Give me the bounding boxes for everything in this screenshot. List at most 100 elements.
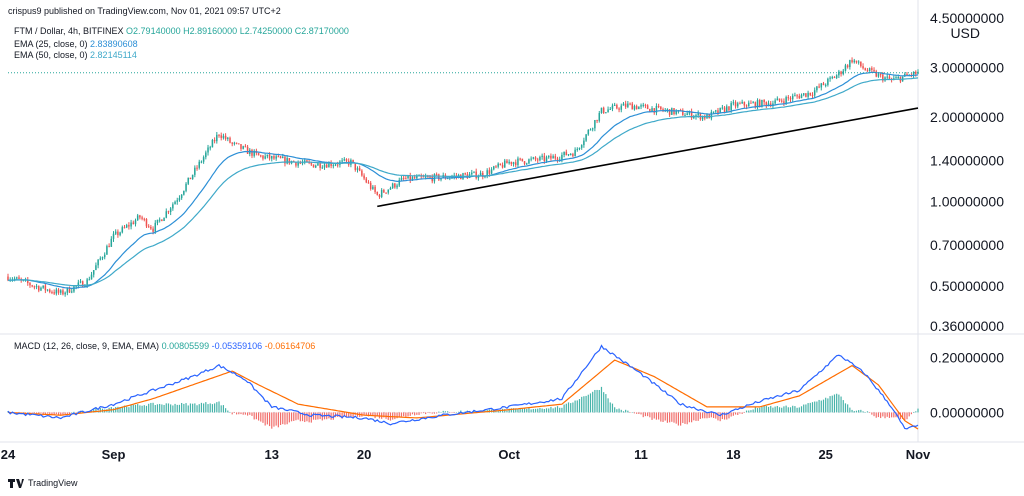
candle-body — [767, 103, 770, 106]
candle-body — [422, 176, 425, 178]
candle-body — [108, 246, 110, 248]
candle-body — [183, 190, 185, 195]
macd-histogram-bar — [559, 407, 561, 413]
candle-body — [77, 282, 80, 286]
macd-histogram-bar — [275, 412, 277, 426]
macd-histogram-bar — [376, 412, 378, 417]
macd-histogram-bar — [910, 412, 913, 415]
candle-body — [222, 135, 225, 138]
candle-body — [609, 108, 612, 110]
macd-histogram-bar — [405, 412, 407, 417]
macd-histogram-bar — [231, 412, 233, 415]
macd-histogram-bar — [862, 411, 864, 413]
price-tick-label: 0.36000000 — [930, 318, 1004, 334]
macd-histogram-bar — [192, 403, 194, 413]
macd-histogram-bar — [260, 412, 262, 422]
macd-histogram-bar — [301, 412, 304, 422]
candle-body — [299, 162, 302, 164]
macd-histogram-bar — [519, 408, 521, 413]
candle-body — [99, 258, 102, 260]
macd-histogram-bar — [792, 405, 794, 413]
candle-body — [279, 156, 282, 159]
macd-histogram-bar — [603, 392, 605, 413]
macd-histogram-bar — [884, 412, 886, 419]
macd-histogram-bar — [763, 405, 765, 413]
macd-histogram-bar — [420, 412, 422, 414]
candle-body — [275, 156, 277, 159]
macd-histogram-bar — [218, 401, 220, 413]
candle-body — [150, 226, 152, 229]
candle-body — [789, 98, 792, 100]
candle-body — [260, 155, 262, 157]
macd-histogram-bar — [842, 400, 844, 413]
macd-histogram-bar — [741, 412, 743, 414]
macd-histogram-bar — [778, 407, 781, 413]
macd-histogram-bar — [913, 412, 915, 413]
candle-body — [145, 219, 148, 227]
candle-body — [143, 218, 146, 220]
macd-histogram-bar — [493, 411, 495, 413]
candle-body — [411, 177, 414, 181]
candle-body — [407, 175, 409, 179]
candle-body — [633, 106, 636, 110]
candle-body — [343, 159, 346, 161]
candle-body — [361, 170, 363, 176]
macd-histogram-bar — [743, 412, 745, 413]
macd-histogram-bar — [453, 412, 455, 413]
candle-body — [583, 140, 585, 146]
macd-histogram-bar — [853, 411, 855, 413]
macd-histogram-bar — [653, 412, 655, 419]
macd-histogram-bar — [156, 404, 159, 413]
macd-histogram-bar — [442, 410, 444, 413]
macd-histogram-bar — [464, 411, 466, 413]
macd-histogram-bar — [167, 403, 170, 413]
macd-histogram-bar — [310, 412, 312, 423]
macd-histogram-bar — [407, 412, 409, 417]
date-tick-label: 11 — [634, 447, 648, 462]
candle-body — [871, 68, 873, 70]
macd-histogram-bar — [174, 403, 176, 413]
candle-body — [851, 60, 853, 63]
macd-histogram-bar — [161, 404, 163, 413]
candle-body — [578, 147, 581, 149]
macd-histogram-bar — [504, 409, 506, 413]
candle-body — [303, 160, 306, 163]
candle-body — [205, 152, 207, 158]
candle-body — [747, 102, 750, 107]
macd-histogram-bar — [251, 412, 253, 416]
candle-body — [646, 105, 649, 110]
macd-histogram-bar — [811, 402, 814, 413]
date-tick-label: 13 — [265, 447, 279, 462]
candle-body — [330, 162, 332, 166]
date-tick-label: 25 — [818, 447, 832, 462]
candle-body — [147, 226, 150, 228]
macd-histogram-bar — [693, 412, 695, 421]
candle-body — [391, 183, 394, 189]
macd-histogram-bar — [840, 396, 842, 413]
macd-histogram-bar — [139, 405, 141, 413]
macd-histogram-bar — [686, 412, 688, 425]
candle-body — [262, 155, 264, 159]
ema25-line — [7, 71, 919, 290]
candle-body — [18, 277, 20, 279]
macd-histogram-bar — [183, 403, 185, 413]
macd-histogram-bar — [214, 403, 216, 413]
macd-histogram-bar — [35, 412, 38, 414]
macd-histogram-bar — [383, 412, 385, 418]
candle-body — [189, 177, 192, 180]
macd-histogram-bar — [339, 412, 341, 418]
macd-histogram-bar — [534, 408, 537, 413]
candle-body — [229, 137, 231, 143]
candle-body — [503, 160, 506, 168]
macd-histogram-bar — [748, 410, 750, 413]
candle-body — [525, 163, 528, 165]
candle-body — [644, 104, 647, 106]
macd-histogram-bar — [787, 407, 789, 413]
macd-histogram-bar — [858, 410, 860, 413]
macd-histogram-bar — [152, 402, 154, 413]
macd-histogram-bar — [352, 412, 354, 418]
macd-line-value: -0.05359106 — [211, 341, 263, 351]
candle-body — [631, 103, 634, 110]
macd-histogram-bar — [897, 412, 899, 418]
